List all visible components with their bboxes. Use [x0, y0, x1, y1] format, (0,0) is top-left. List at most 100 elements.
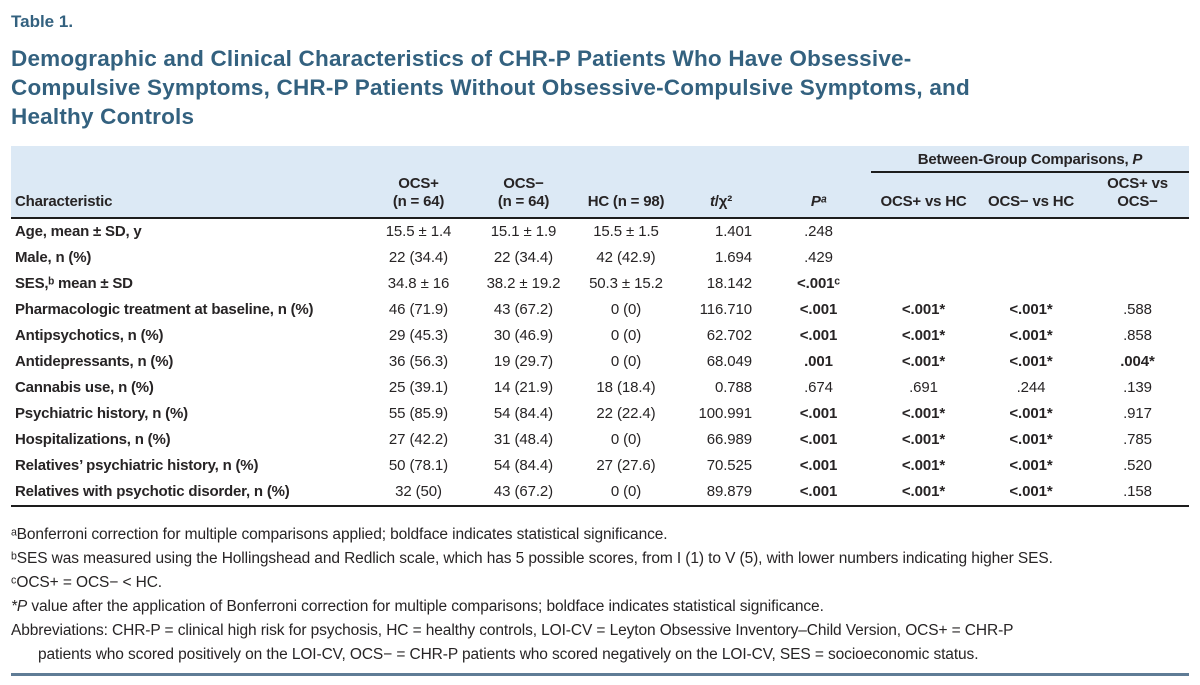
cell: .785	[1123, 431, 1152, 448]
cell: 0 (0)	[610, 431, 642, 448]
cell: 50.3 ± 15.2	[589, 275, 663, 292]
cell: <.001*	[1009, 457, 1053, 474]
table-row: SES,ᵇ mean ± SD 34.8 ± 16 38.2 ± 19.2 50…	[11, 271, 1189, 297]
cell: 14 (21.9)	[493, 379, 554, 396]
cell: <.001	[799, 431, 838, 448]
cell: .520	[1123, 457, 1152, 474]
cell: <.001*	[901, 457, 946, 474]
cell: 1.694	[714, 249, 752, 266]
cell: 0.788	[714, 379, 752, 396]
cell: <.001*	[1009, 405, 1053, 422]
cell	[1086, 245, 1189, 271]
cell: 62.702	[706, 327, 752, 344]
row-label: Antipsychotics, n (%)	[15, 327, 164, 344]
cell: <.001*	[901, 405, 946, 422]
cell: 22 (22.4)	[596, 405, 656, 422]
cell: .588	[1123, 301, 1152, 318]
row-label: Antidepressants, n (%)	[15, 353, 174, 370]
cell: 31 (48.4)	[493, 431, 554, 448]
cell: <.001*	[1009, 353, 1053, 370]
cell: <.001	[799, 327, 838, 344]
cell: 46 (71.9)	[388, 301, 449, 318]
cell	[976, 271, 1086, 297]
cell: 68.049	[706, 353, 752, 370]
cell: 30 (46.9)	[493, 327, 554, 344]
cell: 89.879	[706, 483, 752, 500]
cell: 43 (67.2)	[493, 483, 554, 500]
cell: <.001	[799, 405, 838, 422]
cell: .139	[1123, 379, 1152, 396]
cell: 29 (45.3)	[388, 327, 449, 344]
cell: <.001*	[1009, 483, 1053, 500]
cell: .858	[1123, 327, 1152, 344]
col-ocs-minus: OCS− (n = 64)	[471, 146, 576, 218]
cell	[1086, 218, 1189, 245]
cell: 18 (18.4)	[596, 379, 656, 396]
cell: 15.5 ± 1.5	[593, 223, 659, 240]
cell: 22 (34.4)	[388, 249, 449, 266]
cell: 27 (42.2)	[388, 431, 449, 448]
col-t-chi-squared: t/χ²	[676, 146, 766, 218]
table-row: Psychiatric history, n (%) 55 (85.9) 54 …	[11, 401, 1189, 427]
col-ocs-plus-vs-hc: OCS+ vs HC	[871, 172, 976, 218]
header-row-sub: OCS+ vs HC OCS− vs HC OCS+ vs OCS−	[11, 172, 1190, 218]
cell: 42 (42.9)	[596, 249, 656, 266]
cell: 43 (67.2)	[493, 301, 554, 318]
row-label: Pharmacologic treatment at baseline, n (…	[15, 301, 314, 318]
row-label: Psychiatric history, n (%)	[15, 405, 188, 422]
cell: .004*	[1120, 353, 1155, 370]
row-label: Male, n (%)	[15, 249, 92, 266]
cell: .429	[804, 249, 833, 266]
table-row: Antipsychotics, n (%) 29 (45.3) 30 (46.9…	[11, 323, 1189, 349]
data-table: Characteristic OCS+ (n = 64) OCS− (n = 6…	[11, 146, 1190, 507]
footnote-c: ᶜOCS+ = OCS− < HC.	[11, 574, 162, 591]
col-ocs-minus-vs-hc: OCS− vs HC	[976, 172, 1086, 218]
cell	[871, 271, 976, 297]
cell: <.001	[799, 301, 838, 318]
between-group-comparisons-header: Between-Group Comparisons, P	[871, 146, 1190, 173]
col-characteristic: Characteristic	[11, 146, 366, 218]
row-label: Cannabis use, n (%)	[15, 379, 154, 396]
cell: <.001*	[901, 353, 946, 370]
cell: 18.142	[706, 275, 752, 292]
footnotes: ᵃBonferroni correction for multiple comp…	[11, 523, 1189, 667]
cell: .244	[1016, 379, 1046, 396]
cell: <.001*	[901, 483, 946, 500]
cell: 0 (0)	[610, 483, 642, 500]
cell	[1086, 271, 1189, 297]
cell: 66.989	[706, 431, 752, 448]
cell: <.001*	[1009, 431, 1053, 448]
bottom-rule	[11, 673, 1189, 676]
cell: .248	[804, 223, 833, 240]
footnote-b: ᵇSES was measured using the Hollingshead…	[11, 550, 1053, 567]
row-label: Relatives with psychotic disorder, n (%)	[15, 483, 290, 500]
footnote-abbreviations: Abbreviations: CHR-P = clinical high ris…	[11, 622, 1014, 663]
page-title: Demographic and Clinical Characteristics…	[11, 46, 970, 129]
cell: <.001*	[1009, 301, 1053, 318]
cell: 50 (78.1)	[388, 457, 449, 474]
table-row: Pharmacologic treatment at baseline, n (…	[11, 297, 1189, 323]
cell: 15.1 ± 1.9	[490, 223, 557, 240]
cell: 116.710	[699, 301, 753, 318]
cell: .674	[804, 379, 833, 396]
cell	[976, 245, 1086, 271]
cell: 100.991	[698, 405, 752, 422]
table-row: Age, mean ± SD, y 15.5 ± 1.4 15.1 ± 1.9 …	[11, 218, 1189, 245]
t-chi-rest-part: /χ²	[714, 193, 732, 210]
cell	[871, 218, 976, 245]
cell: .917	[1123, 405, 1152, 422]
header-row-top: Characteristic OCS+ (n = 64) OCS− (n = 6…	[11, 146, 1190, 218]
cell: 1.401	[714, 223, 752, 240]
table-row: Cannabis use, n (%) 25 (39.1) 14 (21.9) …	[11, 375, 1189, 401]
row-label: Relatives’ psychiatric history, n (%)	[15, 457, 259, 474]
cell: 0 (0)	[610, 301, 642, 318]
col-hc: HC (n = 98)	[576, 146, 676, 218]
row-label: Age, mean ± SD, y	[15, 223, 142, 240]
cell	[976, 218, 1086, 245]
footnote-a: ᵃBonferroni correction for multiple comp…	[11, 526, 668, 543]
cell: 34.8 ± 16	[387, 275, 450, 292]
table-label: Table 1.	[11, 12, 74, 31]
cell: 19 (29.7)	[493, 353, 554, 370]
table-row: Relatives’ psychiatric history, n (%) 50…	[11, 453, 1189, 479]
